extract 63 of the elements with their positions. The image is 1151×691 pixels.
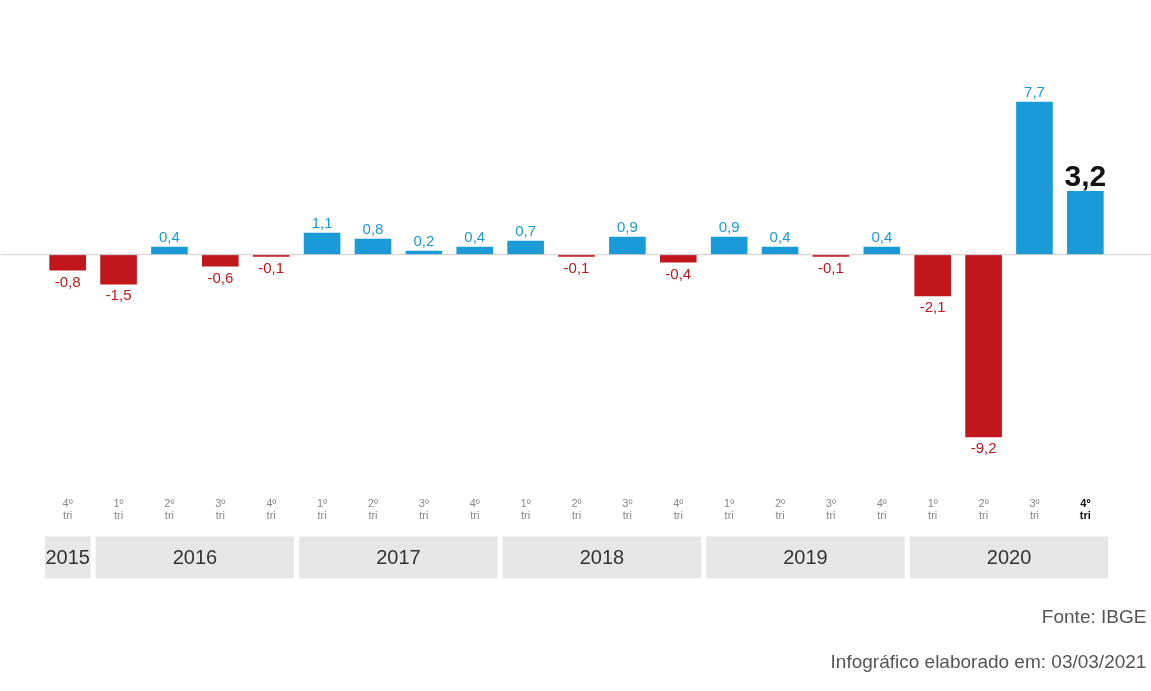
x-tick-label: 1º tri [317,496,328,521]
x-tick-label: 1º tri [520,496,531,521]
text: 2020 [986,546,1032,569]
data-label: -1,5 [105,286,132,304]
data-label: 0,9 [616,217,638,235]
data-label: 0,4 [871,227,893,245]
x-tick-label: 1º tri [113,496,124,521]
bar [914,254,952,297]
data-label: 7,7 [1024,82,1045,100]
x-tick-label: 3º tri [418,496,429,521]
data-label: 0,4 [464,227,486,245]
x-tick-label: 2º tri [978,496,989,521]
data-label: -9,2 [970,439,997,457]
data-label: 3,2 [1064,159,1107,193]
text: 2015 [45,546,90,569]
data-label: -0,4 [665,264,692,282]
x-tick-label: 1º tri [724,496,735,521]
x-tick-label: 4º tri [266,496,277,521]
data-label: -0,6 [207,268,234,286]
x-tick-label: 2º tri [571,496,582,521]
bar [710,236,748,255]
bar [49,254,86,271]
bar [100,254,137,285]
data-label: 1,1 [311,213,333,231]
x-tick-label: 4º tri [62,496,73,521]
bar [354,238,392,255]
x-tick-label: 4º tri [673,496,684,521]
bar [659,254,697,263]
source-note: Fonte: IBGE [1041,605,1147,627]
x-tick-label: 2º tri [774,496,786,521]
x-tick-label: 1º tri [927,496,938,521]
data-label: 0,9 [718,217,740,235]
bar [965,254,1002,438]
x-tick-label: 4º tri [1079,496,1091,521]
x-tick-label: 3º tri [622,496,633,521]
text: Infográfico elaborado em: 03/03/2021 [830,651,1147,673]
text: 2017 [376,546,421,569]
text: 2019 [783,546,828,569]
x-tick-label: 3º tri [215,496,226,521]
x-tick-label: 4º tri [469,496,480,521]
data-label: -0,8 [54,272,81,290]
bar [1016,101,1053,255]
bar [609,236,646,255]
bar [303,232,341,255]
bar [507,240,544,255]
bar [202,254,239,267]
data-label: 0,2 [413,231,435,249]
text: 2018 [579,546,625,569]
data-label: -0,1 [258,258,285,276]
data-label: 0,7 [515,221,537,239]
data-label: -0,1 [563,258,590,276]
x-tick-label: 2º tri [367,496,379,521]
x-tick-label: 4º tri [876,496,887,521]
data-label: 0,4 [159,227,180,245]
text: 2016 [172,546,218,569]
x-tick-label: 3º tri [825,496,836,521]
x-tick-label: 2º tri [164,496,175,521]
data-label: -0,1 [818,258,844,276]
data-label: 0,8 [362,219,384,237]
data-label: -2,1 [919,298,946,316]
x-tick-label: 3º tri [1029,496,1040,521]
bar [1067,191,1104,255]
data-label: 0,4 [769,227,791,245]
